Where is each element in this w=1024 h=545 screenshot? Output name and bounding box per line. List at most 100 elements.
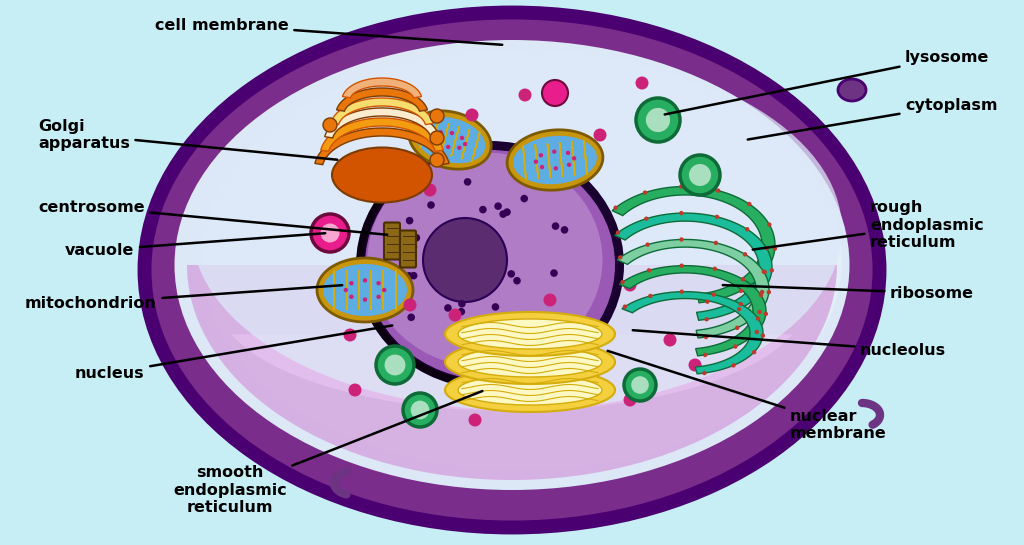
Circle shape xyxy=(321,223,340,243)
Polygon shape xyxy=(458,319,602,349)
Polygon shape xyxy=(415,117,485,163)
Circle shape xyxy=(311,214,349,252)
Circle shape xyxy=(679,211,684,215)
Circle shape xyxy=(438,130,442,135)
Circle shape xyxy=(624,393,637,407)
Circle shape xyxy=(636,98,680,142)
Circle shape xyxy=(377,281,381,286)
Circle shape xyxy=(427,201,435,209)
Circle shape xyxy=(716,189,720,193)
Circle shape xyxy=(594,129,606,142)
Circle shape xyxy=(349,281,353,286)
Circle shape xyxy=(706,299,710,304)
Circle shape xyxy=(463,142,467,146)
Circle shape xyxy=(552,149,556,154)
Circle shape xyxy=(413,234,420,241)
Text: Golgi
apparatus: Golgi apparatus xyxy=(38,119,337,160)
Text: cell membrane: cell membrane xyxy=(155,17,502,45)
Polygon shape xyxy=(622,292,763,374)
Polygon shape xyxy=(321,118,443,152)
Polygon shape xyxy=(445,312,615,356)
Circle shape xyxy=(713,267,717,271)
Ellipse shape xyxy=(202,50,842,470)
FancyBboxPatch shape xyxy=(384,222,400,259)
Ellipse shape xyxy=(356,141,624,389)
Circle shape xyxy=(756,317,760,321)
Polygon shape xyxy=(317,258,413,322)
Circle shape xyxy=(406,217,414,225)
Circle shape xyxy=(744,227,750,232)
Circle shape xyxy=(703,335,708,339)
Circle shape xyxy=(362,278,368,283)
Circle shape xyxy=(712,292,716,297)
Circle shape xyxy=(385,355,406,376)
Text: cytoplasm: cytoplasm xyxy=(748,98,997,140)
Text: vacuole: vacuole xyxy=(65,233,326,257)
Circle shape xyxy=(748,202,752,206)
Circle shape xyxy=(579,359,592,372)
Circle shape xyxy=(742,252,748,257)
Polygon shape xyxy=(445,340,615,384)
Polygon shape xyxy=(342,78,422,98)
Polygon shape xyxy=(612,186,775,303)
Circle shape xyxy=(738,289,743,293)
Circle shape xyxy=(410,272,418,280)
Circle shape xyxy=(406,272,413,280)
Circle shape xyxy=(770,268,774,272)
Circle shape xyxy=(737,307,741,312)
Circle shape xyxy=(449,308,462,322)
Circle shape xyxy=(403,393,437,427)
Circle shape xyxy=(466,108,478,122)
Polygon shape xyxy=(507,130,603,190)
Circle shape xyxy=(645,243,650,247)
Polygon shape xyxy=(620,265,766,356)
Circle shape xyxy=(542,80,568,106)
Polygon shape xyxy=(337,88,427,111)
Circle shape xyxy=(646,108,670,132)
Circle shape xyxy=(621,280,625,284)
Circle shape xyxy=(760,290,764,294)
Circle shape xyxy=(348,384,361,397)
Circle shape xyxy=(492,303,500,311)
Circle shape xyxy=(343,329,356,342)
Circle shape xyxy=(767,222,771,227)
Circle shape xyxy=(376,346,414,384)
Circle shape xyxy=(403,299,417,312)
Circle shape xyxy=(731,363,735,367)
Polygon shape xyxy=(323,264,407,316)
Circle shape xyxy=(738,302,743,306)
Circle shape xyxy=(624,369,656,401)
Text: smooth
endoplasmic
reticulum: smooth endoplasmic reticulum xyxy=(173,391,482,515)
Circle shape xyxy=(561,226,568,234)
FancyBboxPatch shape xyxy=(400,231,416,268)
Text: nuclear
membrane: nuclear membrane xyxy=(607,351,887,441)
Polygon shape xyxy=(187,265,837,480)
Ellipse shape xyxy=(368,153,602,367)
Circle shape xyxy=(445,145,451,149)
Circle shape xyxy=(423,218,507,302)
Circle shape xyxy=(382,288,386,292)
Circle shape xyxy=(688,359,701,372)
Ellipse shape xyxy=(332,148,432,203)
Circle shape xyxy=(436,140,440,144)
Circle shape xyxy=(464,178,471,186)
Circle shape xyxy=(349,295,353,299)
Circle shape xyxy=(702,353,708,357)
Circle shape xyxy=(631,376,649,394)
Circle shape xyxy=(362,298,368,302)
Text: mitochondrion: mitochondrion xyxy=(25,285,342,311)
Text: nucleolus: nucleolus xyxy=(633,330,946,358)
Circle shape xyxy=(715,215,719,219)
Circle shape xyxy=(644,216,648,221)
Circle shape xyxy=(539,153,543,158)
Circle shape xyxy=(518,88,531,101)
Circle shape xyxy=(648,294,652,298)
Circle shape xyxy=(636,76,648,89)
Circle shape xyxy=(458,308,465,316)
Circle shape xyxy=(408,313,415,321)
Circle shape xyxy=(624,278,637,292)
Text: centrosome: centrosome xyxy=(38,199,387,235)
Ellipse shape xyxy=(193,50,842,410)
Circle shape xyxy=(702,371,707,376)
Circle shape xyxy=(469,414,481,427)
